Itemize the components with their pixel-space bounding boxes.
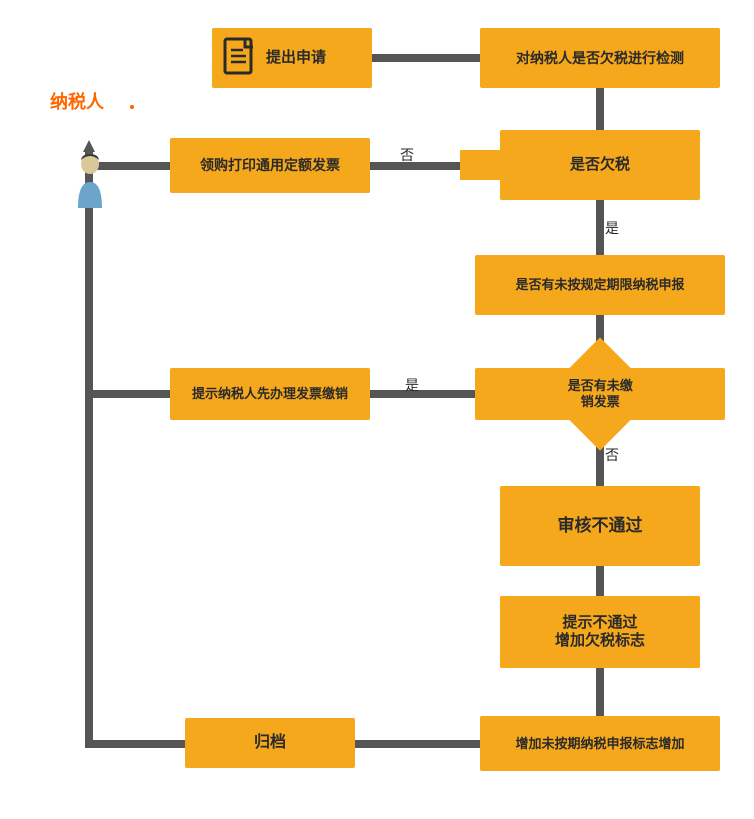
document-icon: [222, 36, 256, 81]
node-label: 是否欠税: [570, 156, 630, 174]
decision-bump: [460, 150, 500, 180]
node-label: 增加未按期纳税申报标志增加: [515, 736, 684, 752]
edge: [596, 200, 604, 255]
edge: [93, 390, 170, 398]
edge-label: 否: [605, 445, 619, 465]
taxpayer-icon: [70, 150, 110, 210]
indicator-dot: [130, 105, 134, 109]
edge: [596, 668, 604, 716]
edge: [370, 390, 475, 398]
node-n4: 领购打印通用定额发票: [170, 138, 370, 193]
node-label: 审核不通过: [558, 516, 643, 536]
edge-label: 是: [605, 218, 619, 238]
node-n8: 审核不通过: [500, 486, 700, 566]
node-label: 提示纳税人先办理发票缴销: [192, 386, 348, 402]
edge: [372, 54, 480, 62]
flowchart-container: 否是是否 纳税人 提出申请对纳税人是否欠税进行检测是否欠税领购打印通用定额发票是…: [0, 0, 754, 819]
node-n6: 是否有未缴销发票: [543, 337, 656, 450]
edge-label: 否: [400, 145, 414, 165]
node-label: 是否有未按规定期限纳税申报: [515, 277, 684, 293]
node-label: 提出申请: [266, 49, 326, 67]
node-label: 归档: [254, 733, 286, 752]
node-n5: 是否有未按规定期限纳税申报: [475, 255, 725, 315]
node-n9: 提示不通过 增加欠税标志: [500, 596, 700, 668]
node-n7: 提示纳税人先办理发票缴销: [170, 368, 370, 420]
edge-label: 是: [405, 375, 419, 395]
node-n1: 提出申请: [212, 28, 372, 88]
taxpayer-label: 纳税人: [50, 88, 104, 114]
node-n11: 归档: [185, 718, 355, 768]
node-label: 领购打印通用定额发票: [200, 157, 340, 174]
edge: [596, 88, 604, 130]
edge: [596, 566, 604, 596]
node-label: 提示不通过 增加欠税标志: [555, 614, 645, 650]
node-n2: 对纳税人是否欠税进行检测: [480, 28, 720, 88]
node-label: 是否有未缴销发票: [564, 378, 636, 409]
node-n3: 是否欠税: [500, 130, 700, 200]
node-label: 对纳税人是否欠税进行检测: [516, 50, 684, 67]
edge: [355, 740, 480, 748]
node-n10: 增加未按期纳税申报标志增加: [480, 716, 720, 771]
edge: [85, 740, 185, 748]
arrow-up: [83, 140, 95, 152]
edge: [85, 150, 93, 744]
